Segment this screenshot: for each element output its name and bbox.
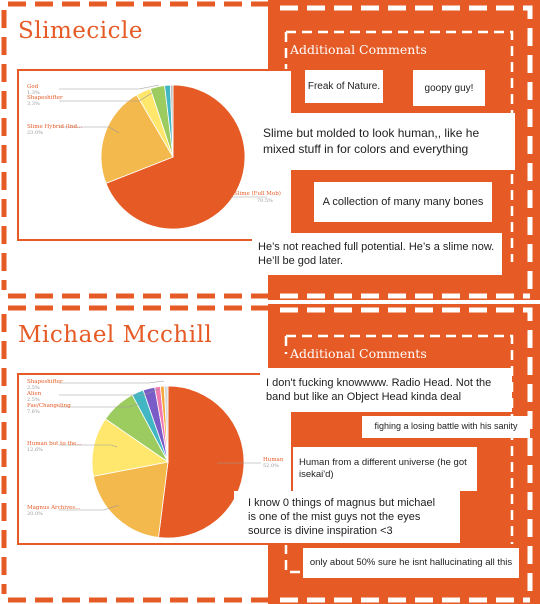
shapeshifter-leader-line <box>59 92 153 102</box>
hybrid-pct: 23.0% <box>27 130 43 136</box>
bottom-page-title: Michael Mcchill <box>18 322 213 348</box>
bottom-pie-chart: Shapeshifter 2.5% Alien 2.5% Fae/Changel… <box>26 379 284 539</box>
god-leader-line <box>59 84 160 90</box>
top-comment-card-3: Slime but molded to look human,, like he… <box>255 113 515 170</box>
magnus-label: Magnus Archives... <box>27 505 81 511</box>
top-section: Slimecicle God 1.3% Shapeshifter 3.3% Sl… <box>0 0 540 300</box>
hybrid-leader-line <box>59 126 120 134</box>
pie-slice-human-but-to-the <box>91 418 170 477</box>
magnus-pct: 20.0% <box>27 511 43 517</box>
top-comment-card-4: A collection of many many bones <box>314 182 492 222</box>
shapeshifter-label: Shapeshifter <box>27 95 63 101</box>
bottom-comment-card-2: fighing a losing battle with his sanity <box>362 416 530 438</box>
top-comment-card-1: Freak of Nature. <box>305 70 383 103</box>
shapeshifter-pct: 2.5% <box>27 385 40 391</box>
god-pct: 1.3% <box>27 90 40 96</box>
human-but-label: Human but to the... <box>27 441 82 447</box>
top-comment-card-2: goopy guy! <box>413 70 485 106</box>
top-chart-frame: God 1.3% Shapeshifter 3.3% Slime Hybrid … <box>17 69 293 241</box>
top-page-title: Slimecicle <box>18 18 143 44</box>
human-pct: 52.0% <box>263 463 279 469</box>
bottom-comment-card-1: I don't fucking knowwww. Radio Head. Not… <box>260 368 512 412</box>
alien-leader-line <box>59 388 160 396</box>
top-pie-chart: God 1.3% Shapeshifter 3.3% Slime Hybrid … <box>27 84 281 230</box>
bottom-additional-comments-heading: Additional Comments <box>290 346 427 361</box>
fae-label: Fae/Changeling <box>27 403 71 409</box>
human-but-leader-line <box>59 444 118 448</box>
bottom-section: Michael Mcchill Shapeshifter 2.5% Alien … <box>0 304 540 604</box>
shapeshifter-label: Shapeshifter <box>27 379 63 385</box>
alien-label: Alien <box>26 391 42 397</box>
top-additional-comments-heading: Additional Comments <box>290 42 427 57</box>
magnus-leader-line <box>59 504 120 511</box>
alien-pct: 2.5% <box>27 397 40 403</box>
shapeshifter-pct: 3.3% <box>27 101 40 107</box>
human-but-pct: 12.6% <box>27 447 43 453</box>
bottom-dashed-border <box>1 305 533 603</box>
fae-leader-line <box>59 402 142 408</box>
bottom-comment-card-5: only about 50% sure he isnt hallucinatin… <box>303 548 519 578</box>
bottom-chart-frame: Shapeshifter 2.5% Alien 2.5% Fae/Changel… <box>17 373 293 545</box>
fae-pct: 7.6% <box>27 409 40 415</box>
pie-slice-slime-full-mob <box>105 84 246 230</box>
pie-slice-slime-hybrid-ind <box>100 94 174 184</box>
top-comment-card-5: He’s not reached full potential. He’s a … <box>252 233 502 275</box>
mob-pct: 70.5% <box>257 198 273 204</box>
mob-label: Slime (Full Mob) <box>234 190 281 197</box>
pie-slice-other-8 <box>163 385 169 463</box>
human-label: Human <box>263 457 284 463</box>
bottom-comment-card-4: I know 0 things of magnus but michael is… <box>234 491 460 543</box>
shapeshifter-leader-line <box>59 380 165 384</box>
hybrid-label: Slime Hybrid (Ind... <box>27 123 82 130</box>
god-label: God <box>27 84 39 90</box>
pie-slice-other-5 <box>169 84 174 158</box>
top-dashed-border <box>1 1 533 299</box>
bottom-comment-card-3: Human from a different universe (he got … <box>293 447 477 491</box>
pie-slice-human <box>158 385 245 539</box>
pie-slice-magnus-archives <box>92 461 169 538</box>
